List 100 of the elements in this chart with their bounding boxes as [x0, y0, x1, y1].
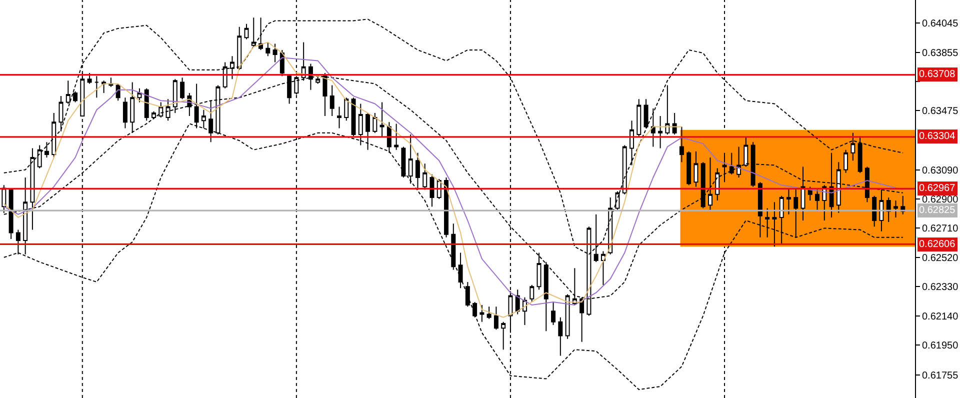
candlestick [694, 150, 698, 188]
candlestick [451, 223, 456, 270]
y-tick-label: 0.63475 [922, 106, 959, 118]
ref-line-label: 0.63708 [919, 69, 956, 80]
candlestick [52, 112, 56, 158]
candlestick [700, 162, 706, 209]
candlestick [722, 152, 727, 183]
y-tick-label: 0.61950 [922, 340, 959, 352]
candlestick [679, 126, 684, 163]
candlestick [465, 281, 470, 308]
candlestick [858, 136, 862, 174]
candlestick [444, 176, 449, 238]
candlestick [102, 80, 106, 94]
candlestick [422, 163, 428, 190]
candlestick [864, 166, 870, 203]
candlestick [744, 137, 748, 168]
candlestick [244, 23, 249, 40]
candlestick [237, 26, 242, 70]
candlestick [551, 301, 556, 326]
candlestick [330, 84, 334, 117]
line-series [3, 42, 682, 318]
candlestick [893, 200, 898, 218]
candlestick [829, 152, 834, 218]
candlestick [16, 229, 20, 255]
candlestick [166, 98, 170, 122]
candlestick [750, 142, 756, 188]
candlestick [665, 84, 670, 135]
y-tick-label: 0.62710 [922, 224, 959, 235]
candlestick [8, 188, 14, 240]
candlestick [715, 168, 720, 202]
candlestick [672, 112, 677, 135]
candlestick [472, 301, 478, 318]
candlestick [708, 157, 712, 212]
candlestick [272, 43, 278, 63]
candlestick [44, 142, 49, 158]
candlestick [337, 106, 342, 129]
candlestick [530, 284, 534, 302]
candlestick [729, 152, 734, 175]
candlestick [565, 294, 570, 340]
candlestick [494, 306, 498, 330]
candlestick [872, 195, 877, 228]
candlestick [137, 88, 142, 103]
candlestick [415, 152, 420, 190]
candlestick [144, 88, 149, 122]
candlestick [58, 96, 64, 132]
candlestick [486, 306, 492, 320]
candlestick [37, 144, 42, 169]
y-tick-label: 0.62900 [922, 194, 959, 206]
candlestick [266, 42, 270, 57]
candlestick [87, 72, 92, 84]
ref-line-label: 0.62967 [919, 183, 956, 194]
candlestick [879, 189, 884, 232]
candlestick [515, 289, 520, 315]
candlestick [380, 102, 384, 138]
y-tick-label: 0.62520 [922, 252, 959, 264]
y-tick-label: 0.63090 [922, 165, 959, 176]
candlestick [658, 116, 663, 149]
candlestick [66, 80, 70, 104]
candlestick [158, 102, 164, 118]
candlestick [779, 195, 784, 244]
candlestick [736, 146, 742, 178]
candlestick [480, 304, 484, 322]
candlestick [808, 186, 812, 202]
candlestick [280, 49, 284, 77]
candlestick [172, 78, 178, 114]
candlestick [401, 146, 406, 178]
candlestick [650, 108, 656, 148]
y-tick-label: 0.61755 [922, 370, 959, 382]
candlestick [344, 97, 349, 122]
candlestick [765, 208, 770, 238]
y-tick-label: 0.64045 [922, 18, 959, 30]
ref-line-label: 0.62606 [919, 239, 956, 250]
y-tick-label: 0.62140 [922, 311, 959, 322]
candlestick [636, 98, 642, 138]
candlestick [844, 149, 848, 174]
candlestick [23, 176, 28, 255]
candlestick [558, 316, 563, 356]
candlestick [644, 98, 648, 129]
candlestick [836, 162, 841, 214]
candlestick [794, 188, 798, 238]
candlestick [600, 250, 606, 286]
candlestick [152, 110, 156, 120]
ref-line-label: 0.63304 [919, 131, 956, 142]
candlestick [815, 189, 820, 212]
candlestick [630, 120, 634, 166]
candlestick [180, 77, 185, 100]
candlestick [130, 82, 135, 134]
candlestick [394, 123, 399, 150]
candlestick [772, 202, 777, 248]
candlestick [501, 321, 506, 350]
ref-line-label: 0.62825 [919, 205, 956, 216]
candlestick [372, 112, 378, 134]
candlestick [222, 62, 228, 89]
candlestick [622, 144, 627, 195]
candlestick [408, 134, 413, 184]
candlestick [686, 150, 692, 186]
candlestick [30, 148, 35, 230]
candlestick [94, 76, 99, 98]
candlestick [850, 132, 856, 162]
candlestick [230, 56, 234, 80]
